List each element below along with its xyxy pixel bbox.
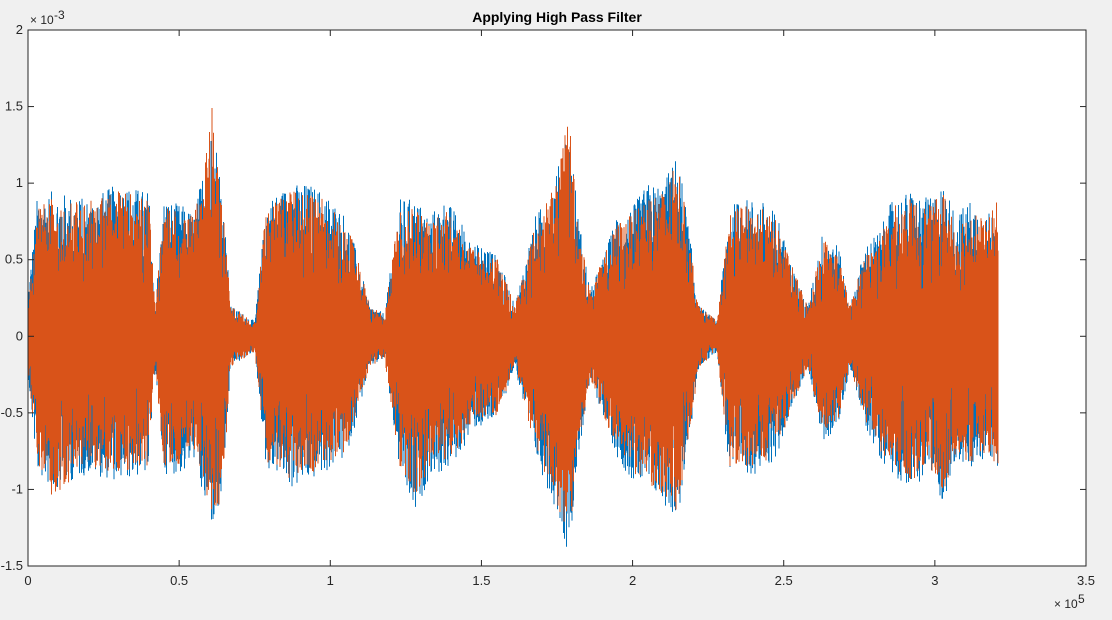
x-tick-label: 2.5 — [775, 573, 793, 588]
y-tick-label: 1.5 — [5, 99, 23, 114]
x-tick-label: 0 — [24, 573, 31, 588]
x-exponent-power: 5 — [1078, 592, 1085, 606]
x-tick-label: 1.5 — [472, 573, 490, 588]
y-tick-label: 2 — [16, 22, 23, 37]
x-exponent: × 10 5 — [1054, 592, 1085, 611]
chart-title: Applying High Pass Filter — [472, 9, 642, 25]
ticks-layer: 0 0.5 1 1.5 2 2.5 3 3.5 -1.5 -1 -0.5 0 0.5 1 1.5 2 — [1, 22, 1095, 588]
x-exponent-base: × 10 — [1054, 597, 1078, 611]
x-tick-label: 0.5 — [170, 573, 188, 588]
y-exponent: × 10 -3 — [30, 8, 65, 27]
y-tick-label: 0 — [16, 328, 23, 343]
y-tick-label: 1 — [16, 175, 23, 190]
y-tick-label: 0.5 — [5, 252, 23, 267]
y-exponent-power: -3 — [54, 8, 65, 22]
x-tick-label: 1 — [327, 573, 334, 588]
y-tick-label: -1 — [11, 481, 23, 496]
y-tick-label: -1.5 — [1, 558, 23, 573]
x-tick-label: 3.5 — [1077, 573, 1095, 588]
axes-box — [27, 29, 1087, 567]
x-tick-label: 2 — [629, 573, 636, 588]
y-exponent-base: × 10 — [30, 13, 54, 27]
y-tick-label: -0.5 — [1, 405, 23, 420]
x-tick-label: 3 — [931, 573, 938, 588]
